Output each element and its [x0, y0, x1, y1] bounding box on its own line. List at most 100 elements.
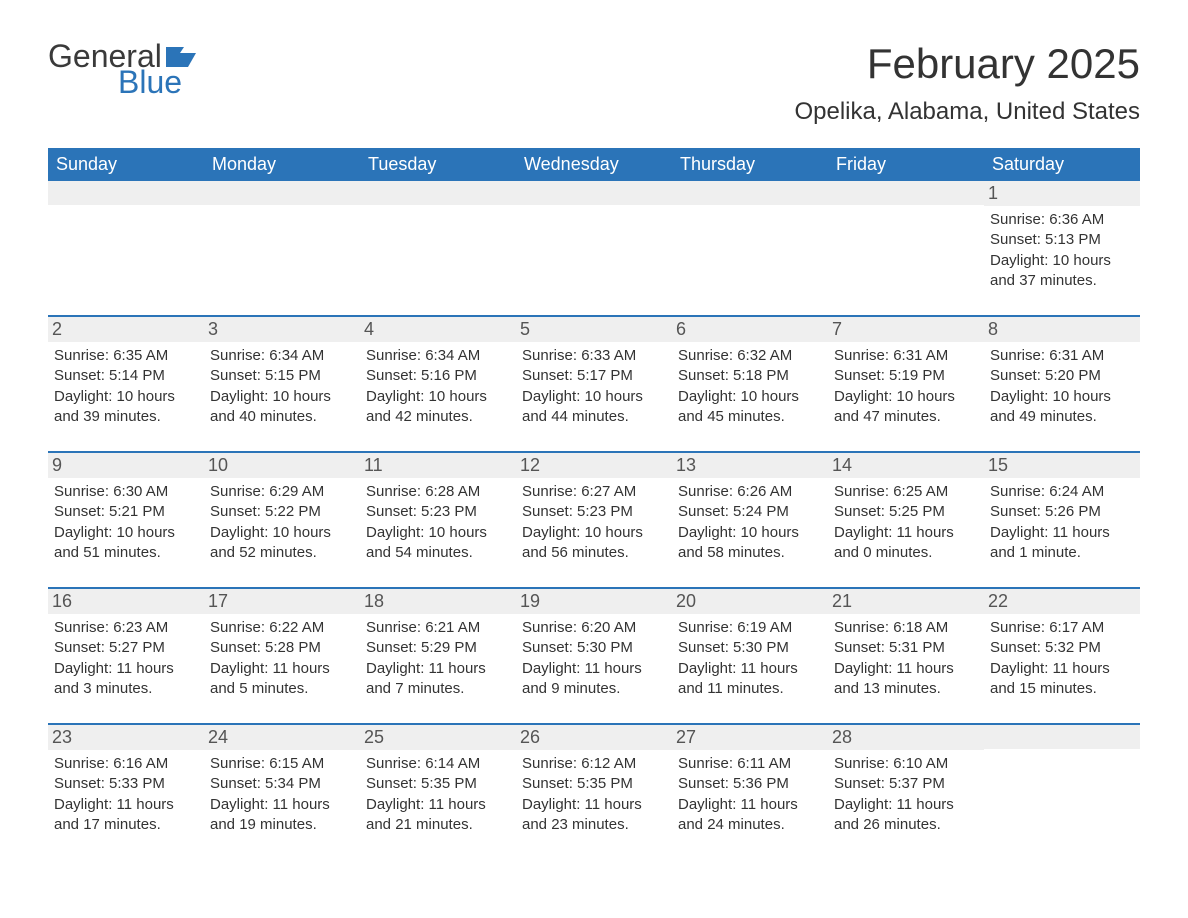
- logo: General Blue: [48, 40, 200, 98]
- calendar-cell: [516, 181, 672, 297]
- day-info: Sunrise: 6:19 AMSunset: 5:30 PMDaylight:…: [678, 618, 822, 699]
- day-number: [516, 181, 672, 205]
- sunrise-text: Sunrise: 6:36 AM: [990, 210, 1134, 230]
- day-number: [360, 181, 516, 205]
- sunrise-text: Sunrise: 6:16 AM: [54, 754, 198, 774]
- day-info: Sunrise: 6:31 AMSunset: 5:20 PMDaylight:…: [990, 346, 1134, 427]
- calendar-cell: 13 Sunrise: 6:26 AMSunset: 5:24 PMDayligh…: [672, 453, 828, 569]
- day-number: 8: [984, 317, 1140, 342]
- calendar-cell: [984, 725, 1140, 841]
- day-number: 21: [828, 589, 984, 614]
- sunrise-text: Sunrise: 6:20 AM: [522, 618, 666, 638]
- daylight-text: Daylight: 11 hours and 5 minutes.: [210, 659, 354, 700]
- sunset-text: Sunset: 5:33 PM: [54, 774, 198, 794]
- weekday-header: Thursday: [672, 148, 828, 181]
- calendar-cell: 8 Sunrise: 6:31 AMSunset: 5:20 PMDaylight…: [984, 317, 1140, 433]
- sunrise-text: Sunrise: 6:34 AM: [366, 346, 510, 366]
- day-number: 27: [672, 725, 828, 750]
- weekday-header: Tuesday: [360, 148, 516, 181]
- day-number: 28: [828, 725, 984, 750]
- calendar-cell: 4Sunrise: 6:34 AMSunset: 5:16 PMDaylight…: [360, 317, 516, 433]
- sunset-text: Sunset: 5:19 PM: [834, 366, 978, 386]
- day-info: Sunrise: 6:20 AMSunset: 5:30 PMDaylight:…: [522, 618, 666, 699]
- daylight-text: Daylight: 11 hours and 24 minutes.: [678, 795, 822, 836]
- calendar-cell: 21 Sunrise: 6:18 AMSunset: 5:31 PMDayligh…: [828, 589, 984, 705]
- day-number: 7: [828, 317, 984, 342]
- day-number: 13: [672, 453, 828, 478]
- sunrise-text: Sunrise: 6:25 AM: [834, 482, 978, 502]
- day-number: 4: [360, 317, 516, 342]
- sunset-text: Sunset: 5:34 PM: [210, 774, 354, 794]
- calendar-cell: [360, 181, 516, 297]
- daylight-text: Daylight: 11 hours and 17 minutes.: [54, 795, 198, 836]
- sunset-text: Sunset: 5:25 PM: [834, 502, 978, 522]
- daylight-text: Daylight: 11 hours and 0 minutes.: [834, 523, 978, 564]
- sunset-text: Sunset: 5:28 PM: [210, 638, 354, 658]
- daylight-text: Daylight: 10 hours and 40 minutes.: [210, 387, 354, 428]
- calendar-cell: 14Sunrise: 6:25 AMSunset: 5:25 PMDayligh…: [828, 453, 984, 569]
- day-number: [672, 181, 828, 205]
- sunset-text: Sunset: 5:35 PM: [522, 774, 666, 794]
- sunrise-text: Sunrise: 6:15 AM: [210, 754, 354, 774]
- day-info: Sunrise: 6:26 AMSunset: 5:24 PMDaylight:…: [678, 482, 822, 563]
- calendar-cell: 17Sunrise: 6:22 AMSunset: 5:28 PMDayligh…: [204, 589, 360, 705]
- day-info: Sunrise: 6:16 AMSunset: 5:33 PMDaylight:…: [54, 754, 198, 835]
- daylight-text: Daylight: 11 hours and 15 minutes.: [990, 659, 1134, 700]
- daylight-text: Daylight: 11 hours and 9 minutes.: [522, 659, 666, 700]
- sunset-text: Sunset: 5:20 PM: [990, 366, 1134, 386]
- sunrise-text: Sunrise: 6:31 AM: [834, 346, 978, 366]
- daylight-text: Daylight: 11 hours and 11 minutes.: [678, 659, 822, 700]
- sunrise-text: Sunrise: 6:22 AM: [210, 618, 354, 638]
- day-number: 3: [204, 317, 360, 342]
- calendar-cell: 1Sunrise: 6:36 AMSunset: 5:13 PMDaylight…: [984, 181, 1140, 297]
- day-number: 2: [48, 317, 204, 342]
- sunset-text: Sunset: 5:30 PM: [678, 638, 822, 658]
- sunrise-text: Sunrise: 6:28 AM: [366, 482, 510, 502]
- sunset-text: Sunset: 5:22 PM: [210, 502, 354, 522]
- sunset-text: Sunset: 5:26 PM: [990, 502, 1134, 522]
- calendar-cell: [204, 181, 360, 297]
- sunrise-text: Sunrise: 6:35 AM: [54, 346, 198, 366]
- day-number: 22: [984, 589, 1140, 614]
- sunset-text: Sunset: 5:23 PM: [366, 502, 510, 522]
- calendar-cell: 5Sunrise: 6:33 AMSunset: 5:17 PMDaylight…: [516, 317, 672, 433]
- daylight-text: Daylight: 11 hours and 13 minutes.: [834, 659, 978, 700]
- sunrise-text: Sunrise: 6:32 AM: [678, 346, 822, 366]
- sunset-text: Sunset: 5:23 PM: [522, 502, 666, 522]
- calendar-cell: 16 Sunrise: 6:23 AMSunset: 5:27 PMDayligh…: [48, 589, 204, 705]
- sunrise-text: Sunrise: 6:18 AM: [834, 618, 978, 638]
- day-info: Sunrise: 6:36 AMSunset: 5:13 PMDaylight:…: [990, 210, 1134, 291]
- sunset-text: Sunset: 5:30 PM: [522, 638, 666, 658]
- calendar-cell: 26Sunrise: 6:12 AMSunset: 5:35 PMDayligh…: [516, 725, 672, 841]
- day-number: 16: [48, 589, 204, 614]
- sunrise-text: Sunrise: 6:23 AM: [54, 618, 198, 638]
- day-info: Sunrise: 6:23 AMSunset: 5:27 PMDaylight:…: [54, 618, 198, 699]
- calendar-week: 16 Sunrise: 6:23 AMSunset: 5:27 PMDayligh…: [48, 587, 1140, 705]
- calendar-week: 23Sunrise: 6:16 AMSunset: 5:33 PMDayligh…: [48, 723, 1140, 841]
- sunrise-text: Sunrise: 6:29 AM: [210, 482, 354, 502]
- weekday-header: Sunday: [48, 148, 204, 181]
- day-number: 23: [48, 725, 204, 750]
- sunset-text: Sunset: 5:29 PM: [366, 638, 510, 658]
- day-info: Sunrise: 6:18 AMSunset: 5:31 PMDaylight:…: [834, 618, 978, 699]
- daylight-text: Daylight: 10 hours and 47 minutes.: [834, 387, 978, 428]
- sunset-text: Sunset: 5:15 PM: [210, 366, 354, 386]
- day-number: 24: [204, 725, 360, 750]
- day-info: Sunrise: 6:30 AMSunset: 5:21 PMDaylight:…: [54, 482, 198, 563]
- calendar-cell: 9Sunrise: 6:30 AMSunset: 5:21 PMDaylight…: [48, 453, 204, 569]
- calendar-cell: [672, 181, 828, 297]
- sunset-text: Sunset: 5:36 PM: [678, 774, 822, 794]
- daylight-text: Daylight: 10 hours and 39 minutes.: [54, 387, 198, 428]
- day-info: Sunrise: 6:35 AMSunset: 5:14 PMDaylight:…: [54, 346, 198, 427]
- sunset-text: Sunset: 5:13 PM: [990, 230, 1134, 250]
- day-number: [204, 181, 360, 205]
- sunset-text: Sunset: 5:21 PM: [54, 502, 198, 522]
- calendar-cell: 6Sunrise: 6:32 AMSunset: 5:18 PMDaylight…: [672, 317, 828, 433]
- day-info: Sunrise: 6:21 AMSunset: 5:29 PMDaylight:…: [366, 618, 510, 699]
- day-info: Sunrise: 6:32 AMSunset: 5:18 PMDaylight:…: [678, 346, 822, 427]
- calendar-week: 2 Sunrise: 6:35 AMSunset: 5:14 PMDaylight…: [48, 315, 1140, 433]
- calendar-week: 9Sunrise: 6:30 AMSunset: 5:21 PMDaylight…: [48, 451, 1140, 569]
- weekday-header: Friday: [828, 148, 984, 181]
- sunset-text: Sunset: 5:32 PM: [990, 638, 1134, 658]
- sunrise-text: Sunrise: 6:33 AM: [522, 346, 666, 366]
